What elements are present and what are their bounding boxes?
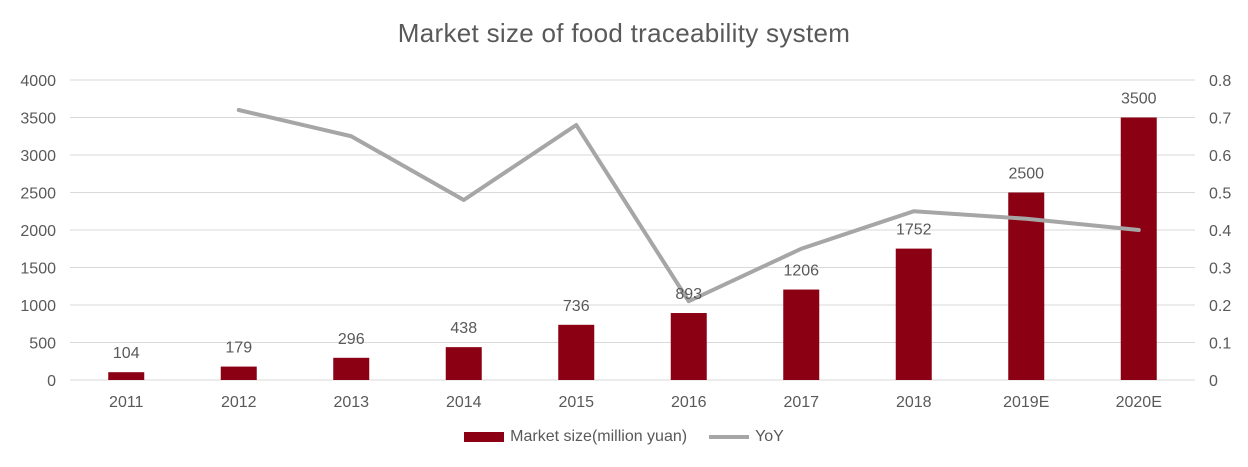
bar[interactable]	[333, 357, 370, 380]
bar-series	[108, 117, 1157, 381]
y-left-tick-label: 2000	[20, 223, 56, 240]
x-tick-label: 2012	[221, 394, 257, 411]
y-left-tick-label: 1000	[20, 298, 56, 315]
bar[interactable]	[558, 324, 595, 380]
y-right-tick-label: 0.7	[1209, 111, 1231, 128]
data-labels: 104 179 296 438 736 893 1206 1752 2500 3500	[113, 91, 1157, 363]
bar[interactable]	[220, 366, 257, 380]
yoy-line[interactable]	[236, 108, 1141, 304]
y-left-tick-label: 4000	[20, 73, 56, 90]
y-right-tick-label: 0.3	[1209, 261, 1231, 278]
bar[interactable]	[1008, 192, 1045, 381]
chart-title: Market size of food traceability system	[397, 18, 851, 48]
bar-data-label: 438	[450, 320, 477, 337]
bar-data-label: 179	[225, 340, 252, 357]
line-series	[236, 108, 1141, 304]
x-tick-label: 2013	[333, 394, 369, 411]
bar-data-label: 1206	[783, 263, 819, 280]
bar-data-label: 2500	[1008, 166, 1044, 183]
y-right-tick-label: 0.1	[1209, 336, 1231, 353]
legend-label-line: YoY	[755, 428, 784, 445]
bar[interactable]	[670, 313, 707, 380]
y-left-tick-label: 3000	[20, 148, 56, 165]
x-tick-label: 2020E	[1116, 394, 1162, 411]
bar-data-label: 1752	[896, 222, 932, 239]
bar-data-label: 104	[113, 345, 140, 362]
bar[interactable]	[1120, 117, 1157, 381]
bar[interactable]	[445, 347, 482, 380]
y-left-tick-label: 500	[29, 336, 56, 353]
x-tick-label: 2014	[446, 394, 482, 411]
x-tick-label: 2019E	[1003, 394, 1049, 411]
y-right-tick-label: 0	[1209, 373, 1218, 390]
bar-data-label: 3500	[1121, 91, 1157, 108]
x-tick-label: 2015	[558, 394, 594, 411]
bar[interactable]	[108, 372, 145, 380]
bar-data-label: 736	[563, 298, 590, 315]
bar[interactable]	[783, 289, 820, 380]
y-left-tick-label: 0	[47, 373, 56, 390]
y-right-tick-label: 0.6	[1209, 148, 1231, 165]
y-right-tick-label: 0.2	[1209, 298, 1231, 315]
x-tick-label: 2016	[671, 394, 707, 411]
x-tick-label: 2018	[896, 394, 932, 411]
y-right-tick-label: 0.8	[1209, 73, 1231, 90]
y-left-tick-label: 1500	[20, 261, 56, 278]
legend-item-bar[interactable]: Market size(million yuan)	[464, 428, 687, 446]
gridlines	[70, 79, 1195, 381]
x-tick-label: 2011	[109, 394, 144, 411]
legend-swatch-line	[709, 435, 750, 439]
y-right-tick-label: 0.5	[1209, 186, 1231, 203]
axes: 0 500 1000 1500 2000 2500 3000 3500 4000 0 0.1 0.2 0…	[20, 73, 1231, 411]
legend-swatch-bar	[464, 432, 505, 442]
bar[interactable]	[895, 248, 932, 380]
x-tick-label: 2017	[783, 394, 819, 411]
bar-data-label: 893	[675, 286, 702, 303]
y-left-tick-label: 3500	[20, 111, 56, 128]
y-left-tick-label: 2500	[20, 186, 56, 203]
legend-label-bar: Market size(million yuan)	[510, 428, 688, 445]
legend-item-line[interactable]: YoY	[709, 428, 784, 446]
legend: Market size(million yuan) YoY	[0, 428, 1248, 446]
bar-data-label: 296	[338, 331, 365, 348]
y-right-tick-label: 0.4	[1209, 223, 1231, 240]
